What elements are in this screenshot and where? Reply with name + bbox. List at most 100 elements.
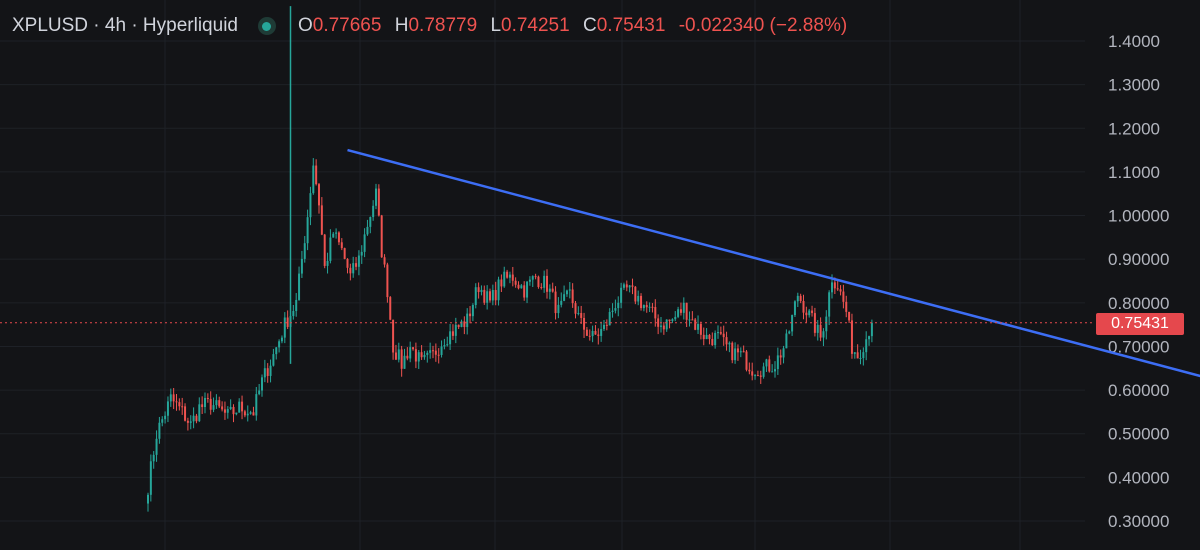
- candle-body: [426, 352, 429, 355]
- candle-body: [406, 355, 409, 359]
- candle-body: [776, 355, 779, 370]
- candle-body: [209, 398, 212, 410]
- candle-body: [523, 285, 526, 298]
- candle-body: [620, 287, 623, 303]
- candle-body: [580, 313, 583, 318]
- candle-body: [323, 234, 326, 266]
- candle-body: [300, 258, 303, 274]
- candle-body: [232, 406, 235, 415]
- candle-body: [309, 193, 312, 218]
- ohlc-legend: O0.77665 H0.78779 L0.74251 C0.75431 -0.0…: [298, 15, 847, 37]
- change-value: -0.022340 (−2.88%): [678, 15, 848, 36]
- y-axis-tick-label: 1.00000: [1108, 207, 1169, 226]
- candle-body: [853, 352, 856, 354]
- candle-body: [486, 291, 489, 303]
- candle-body: [432, 350, 434, 352]
- low-label: L: [490, 15, 502, 36]
- candle-body: [201, 404, 204, 408]
- candle-body: [702, 334, 705, 340]
- candle-body: [429, 350, 432, 353]
- candle-body: [212, 405, 215, 410]
- market-open-dot-icon: [257, 17, 276, 35]
- candle-body: [603, 324, 605, 330]
- candle-body: [557, 304, 560, 314]
- candle-body: [249, 412, 252, 414]
- candle-body: [688, 319, 691, 321]
- y-axis-tick-label: 0.60000: [1108, 381, 1169, 400]
- y-axis-tick-label: 0.80000: [1108, 294, 1169, 313]
- candle-body: [243, 411, 246, 416]
- candle-body: [531, 276, 534, 280]
- candle-body: [694, 319, 697, 330]
- candle-body: [717, 332, 719, 334]
- last-price-tag: 0.75431: [1096, 313, 1184, 335]
- candle-body: [312, 165, 315, 194]
- candle-body: [318, 184, 320, 206]
- candle-body: [605, 324, 608, 326]
- candle-body: [526, 281, 529, 298]
- candle-body: [241, 401, 244, 412]
- y-axis-tick-label: 0.50000: [1108, 425, 1169, 444]
- candle-body: [520, 285, 523, 289]
- candle-body: [813, 313, 816, 333]
- candle-body: [463, 321, 466, 328]
- candle-body: [708, 334, 711, 339]
- candle-body: [734, 348, 737, 361]
- candle-body: [477, 287, 480, 293]
- candle-body: [261, 377, 263, 391]
- candle-body: [768, 359, 771, 372]
- candle-body: [728, 342, 731, 345]
- candle-body: [825, 316, 828, 332]
- candle-body: [648, 306, 651, 308]
- candle-body: [811, 310, 814, 314]
- candle-body: [454, 324, 457, 336]
- candle-body: [397, 349, 400, 360]
- candle-body: [756, 375, 759, 377]
- candle-body: [563, 294, 566, 301]
- candle-body: [221, 406, 224, 410]
- candle-body: [346, 258, 349, 268]
- candle-body: [625, 284, 628, 288]
- candle-body: [357, 255, 360, 267]
- candle-body: [469, 313, 472, 317]
- candle-body: [223, 409, 226, 413]
- y-axis-tick-label: 1.1000: [1108, 163, 1160, 182]
- candle-body: [152, 454, 155, 462]
- candle-body: [392, 319, 395, 353]
- candle-body: [204, 397, 206, 408]
- candle-body: [571, 289, 574, 304]
- candle-body: [389, 297, 392, 320]
- candle-body: [540, 286, 543, 288]
- candle-body: [534, 276, 537, 278]
- candle-body: [303, 243, 306, 259]
- candle-body: [306, 217, 309, 244]
- candle-body: [657, 318, 660, 327]
- candle-body: [577, 313, 580, 315]
- candle-body: [420, 352, 423, 358]
- candle-body: [568, 289, 571, 291]
- candle-body: [417, 352, 420, 362]
- candle-body: [608, 311, 611, 326]
- candle-body: [283, 317, 286, 338]
- candle-body: [785, 333, 788, 349]
- candle-body: [668, 319, 671, 321]
- candle-body: [642, 305, 645, 309]
- candle-body: [665, 319, 668, 330]
- candle-body: [865, 339, 868, 353]
- candle-body: [548, 288, 551, 292]
- candle-body: [386, 264, 389, 298]
- candle-body: [574, 303, 577, 314]
- symbol-title[interactable]: XPLUSD · 4h · Hyperliquid: [12, 15, 238, 36]
- candle-body: [298, 273, 301, 300]
- close-value: 0.75431: [596, 15, 666, 36]
- candle-body: [409, 347, 412, 359]
- candle-body: [719, 332, 722, 334]
- candle-body: [178, 402, 181, 407]
- candle-body: [206, 397, 209, 399]
- candle-body: [449, 331, 452, 345]
- candle-body: [235, 412, 238, 415]
- candle-body: [751, 371, 754, 376]
- candle-body: [754, 375, 757, 377]
- candle-body: [836, 288, 839, 290]
